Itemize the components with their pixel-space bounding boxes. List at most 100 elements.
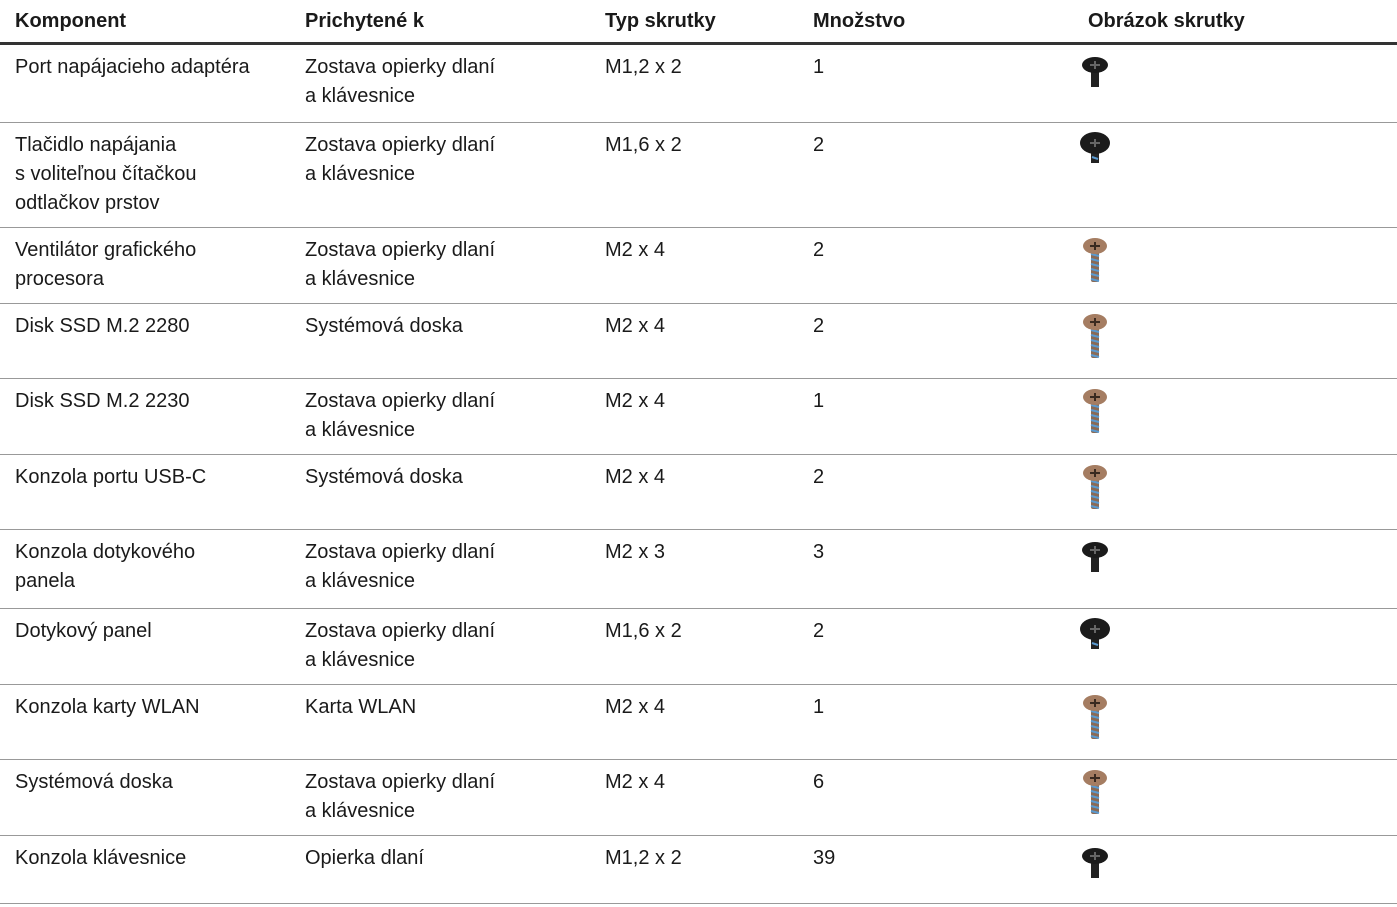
table-cell: Disk SSD M.2 2280 — [0, 304, 290, 379]
cell-line: a klávesnice — [305, 160, 590, 189]
cell-line: Ventilátor grafického — [15, 236, 290, 265]
screw-image-cell — [1073, 44, 1397, 123]
screw-icon — [1075, 844, 1397, 903]
screw-drawing — [1075, 844, 1115, 894]
table-cell: 2 — [798, 123, 1073, 228]
header-cell: Komponent — [0, 0, 290, 44]
cell-line: M2 x 4 — [605, 236, 798, 265]
table-cell: 2 — [798, 609, 1073, 685]
header-cell: Prichytené k — [290, 0, 590, 44]
cell-line: a klávesnice — [305, 567, 590, 596]
cell-line: a klávesnice — [305, 797, 590, 826]
table-cell: Dotykový panel — [0, 609, 290, 685]
table-cell: Konzola portu USB-C — [0, 455, 290, 530]
screw-image-cell — [1073, 760, 1397, 836]
cell-line: M1,2 x 2 — [605, 844, 798, 873]
cell-line: Dotykový panel — [15, 617, 290, 646]
cell-line: M2 x 3 — [605, 538, 798, 567]
table-cell: M2 x 4 — [590, 685, 798, 760]
screw-drawing — [1075, 617, 1115, 667]
cell-line: 2 — [813, 312, 1073, 341]
cell-line: Zostava opierky dlaní — [305, 538, 590, 567]
cell-line: 6 — [813, 768, 1073, 797]
cell-line: Zostava opierky dlaní — [305, 131, 590, 160]
screw-drawing — [1075, 693, 1115, 743]
screw-icon — [1075, 463, 1397, 522]
cell-line: a klávesnice — [305, 416, 590, 445]
cell-line: procesora — [15, 265, 290, 294]
screw-icon — [1075, 693, 1397, 752]
screw-drawing — [1075, 53, 1115, 103]
screw-image-cell — [1073, 836, 1397, 904]
cell-line: Zostava opierky dlaní — [305, 768, 590, 797]
table-cell: 2 — [798, 304, 1073, 379]
cell-line: M2 x 4 — [605, 768, 798, 797]
table-cell: 2 — [798, 455, 1073, 530]
screw-drawing — [1075, 387, 1115, 437]
screw-image-cell — [1073, 530, 1397, 609]
screw-icon — [1075, 538, 1397, 597]
table-cell: M2 x 4 — [590, 228, 798, 304]
table-cell: Disk SSD M.2 2230 — [0, 379, 290, 455]
table-cell: Port napájacieho adaptéra — [0, 44, 290, 123]
table-cell: M2 x 4 — [590, 379, 798, 455]
table-cell: M1,6 x 2 — [590, 609, 798, 685]
screw-image-cell — [1073, 379, 1397, 455]
cell-line: Zostava opierky dlaní — [305, 617, 590, 646]
screw-table: KomponentPrichytené kTyp skrutkyMnožstvo… — [0, 0, 1397, 904]
screw-image-cell — [1073, 228, 1397, 304]
cell-line: Konzola portu USB-C — [15, 463, 290, 492]
cell-line: M1,6 x 2 — [605, 617, 798, 646]
table-cell: Systémová doska — [290, 455, 590, 530]
cell-line: Opierka dlaní — [305, 844, 590, 873]
screw-icon — [1075, 387, 1397, 446]
table-cell: 1 — [798, 44, 1073, 123]
header-cell: Obrázok skrutky — [1073, 0, 1397, 44]
cell-line: Tlačidlo napájania — [15, 131, 290, 160]
cell-line: 2 — [813, 463, 1073, 492]
cell-line: Konzola klávesnice — [15, 844, 290, 873]
cell-line: M1,6 x 2 — [605, 131, 798, 160]
screw-image-cell — [1073, 123, 1397, 228]
screw-image-cell — [1073, 609, 1397, 685]
cell-line: 1 — [813, 53, 1073, 82]
screw-drawing — [1075, 131, 1115, 181]
table-cell: M1,2 x 2 — [590, 44, 798, 123]
page: KomponentPrichytené kTyp skrutkyMnožstvo… — [0, 0, 1397, 907]
table-cell: Systémová doska — [290, 304, 590, 379]
cell-line: 2 — [813, 131, 1073, 160]
table-cell: M1,2 x 2 — [590, 836, 798, 904]
table-cell: 1 — [798, 685, 1073, 760]
cell-line: a klávesnice — [305, 646, 590, 675]
cell-line: Disk SSD M.2 2230 — [15, 387, 290, 416]
cell-line: M1,2 x 2 — [605, 53, 798, 82]
screw-image-cell — [1073, 685, 1397, 760]
screw-drawing — [1075, 236, 1115, 286]
screw-icon — [1075, 131, 1397, 190]
screw-image-cell — [1073, 455, 1397, 530]
table-cell: M2 x 4 — [590, 455, 798, 530]
cell-line: Port napájacieho adaptéra — [15, 53, 290, 82]
cell-line: 3 — [813, 538, 1073, 567]
cell-line: Zostava opierky dlaní — [305, 387, 590, 416]
table-cell: 39 — [798, 836, 1073, 904]
cell-line: M2 x 4 — [605, 387, 798, 416]
cell-line: s voliteľnou čítačkou — [15, 160, 290, 189]
table-cell: 6 — [798, 760, 1073, 836]
table-cell: 1 — [798, 379, 1073, 455]
screw-icon — [1075, 53, 1397, 112]
